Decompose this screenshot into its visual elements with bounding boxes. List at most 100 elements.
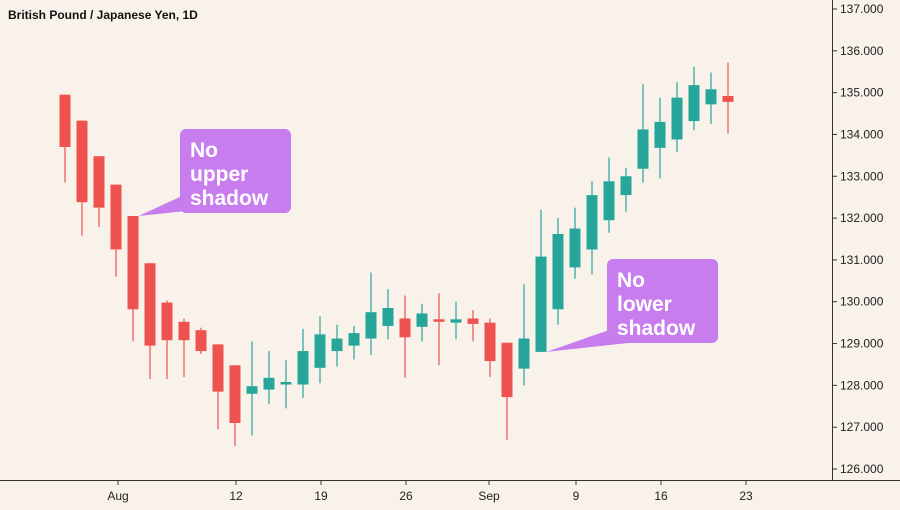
candle-body bbox=[552, 233, 564, 310]
candle bbox=[76, 120, 88, 236]
candle bbox=[722, 62, 734, 134]
candle-body bbox=[127, 216, 139, 310]
candle-body bbox=[484, 322, 496, 362]
candle-body bbox=[518, 338, 530, 369]
candle-body bbox=[416, 313, 428, 327]
candle-body bbox=[331, 338, 343, 352]
candle bbox=[416, 303, 428, 342]
candle-body bbox=[110, 184, 122, 250]
candle bbox=[450, 301, 462, 340]
y-tick-label: 136.000 bbox=[840, 44, 884, 58]
candle bbox=[178, 318, 190, 377]
x-tick-label: 19 bbox=[314, 489, 328, 503]
x-tick-label: Sep bbox=[478, 489, 500, 503]
candle-body bbox=[365, 312, 377, 339]
candle bbox=[263, 351, 275, 405]
candle-body bbox=[501, 342, 513, 398]
x-tick-label: 9 bbox=[573, 489, 580, 503]
candle bbox=[552, 218, 564, 325]
candle-body bbox=[212, 344, 224, 392]
candle-body bbox=[467, 318, 479, 324]
callout-box bbox=[180, 129, 291, 213]
y-tick-label: 130.000 bbox=[840, 295, 884, 309]
y-tick-label: 126.000 bbox=[840, 462, 884, 476]
candle-body bbox=[654, 121, 666, 148]
x-tick-label: Aug bbox=[107, 489, 128, 503]
candle-body bbox=[76, 120, 88, 203]
candle-body bbox=[433, 319, 445, 322]
candle-body bbox=[603, 181, 615, 221]
x-tick-label: 26 bbox=[399, 489, 413, 503]
y-tick-label: 137.000 bbox=[840, 2, 884, 16]
candle-body bbox=[280, 382, 292, 385]
candle bbox=[433, 293, 445, 366]
y-tick-label: 134.000 bbox=[840, 127, 884, 141]
candle bbox=[195, 327, 207, 354]
y-tick-label: 133.000 bbox=[840, 169, 884, 183]
callout-text: No upper shadow bbox=[190, 139, 269, 210]
candle bbox=[365, 272, 377, 356]
candle-body bbox=[637, 129, 649, 169]
candle-body bbox=[246, 386, 258, 394]
candle-body bbox=[161, 302, 173, 341]
candle bbox=[144, 263, 156, 380]
candle-body bbox=[569, 228, 581, 268]
candle bbox=[110, 184, 122, 277]
candle-body bbox=[620, 176, 632, 196]
candle bbox=[637, 84, 649, 183]
candle-body bbox=[229, 365, 241, 423]
candle bbox=[484, 318, 496, 377]
chart-title: British Pound / Japanese Yen, 1D bbox=[8, 8, 198, 22]
candle-body bbox=[297, 351, 309, 385]
y-tick-label: 135.000 bbox=[840, 86, 884, 100]
candle bbox=[501, 342, 513, 440]
candle bbox=[127, 216, 139, 342]
candle bbox=[399, 295, 411, 378]
y-tick-label: 128.000 bbox=[840, 378, 884, 392]
candle bbox=[467, 310, 479, 342]
y-tick-label: 131.000 bbox=[840, 253, 884, 267]
candle-body bbox=[535, 256, 547, 352]
candle-body bbox=[93, 156, 105, 208]
candle bbox=[569, 207, 581, 279]
candle bbox=[688, 66, 700, 131]
candle-body bbox=[688, 85, 700, 122]
candle bbox=[348, 325, 360, 360]
candle bbox=[620, 167, 632, 212]
candle bbox=[246, 341, 258, 436]
callout-no-upper-shadow: No upper shadow bbox=[138, 129, 291, 216]
candle-body bbox=[144, 263, 156, 346]
candle bbox=[518, 284, 530, 386]
candle bbox=[603, 157, 615, 233]
x-tick-label: 12 bbox=[229, 489, 243, 503]
candle bbox=[314, 316, 326, 384]
y-tick-label: 132.000 bbox=[840, 211, 884, 225]
candle-body bbox=[348, 333, 360, 346]
callout-no-lower-shadow: No lower shadow bbox=[546, 259, 718, 352]
candle-body bbox=[722, 95, 734, 102]
y-tick-label: 129.000 bbox=[840, 337, 884, 351]
candle bbox=[212, 344, 224, 430]
candle bbox=[535, 209, 547, 352]
candle-body bbox=[314, 334, 326, 368]
candle bbox=[297, 328, 309, 398]
candle-body bbox=[671, 97, 683, 140]
candle bbox=[671, 82, 683, 153]
y-tick-label: 127.000 bbox=[840, 420, 884, 434]
candle bbox=[705, 72, 717, 124]
x-tick-label: 16 bbox=[654, 489, 668, 503]
candle bbox=[331, 324, 343, 367]
candle bbox=[654, 97, 666, 179]
candle bbox=[59, 94, 71, 183]
callout-box bbox=[607, 259, 718, 343]
candle bbox=[93, 156, 105, 228]
candle-body bbox=[195, 330, 207, 352]
candle bbox=[161, 300, 173, 380]
candle bbox=[229, 365, 241, 446]
candle bbox=[280, 360, 292, 409]
candle bbox=[586, 181, 598, 275]
candle-body bbox=[382, 308, 394, 326]
candle bbox=[382, 289, 394, 340]
